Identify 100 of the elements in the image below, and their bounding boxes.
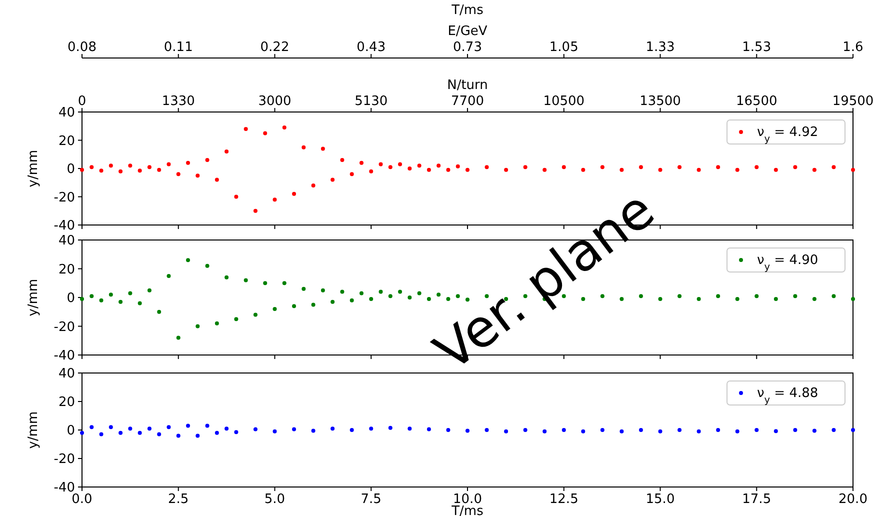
category-label: 0.22 bbox=[260, 40, 290, 55]
point bbox=[754, 428, 759, 432]
text: T/ms bbox=[450, 3, 484, 18]
point bbox=[138, 430, 142, 435]
x-tick-label: 15.0 bbox=[646, 492, 675, 507]
point bbox=[330, 426, 335, 431]
point bbox=[118, 430, 123, 435]
category-label: 0.73 bbox=[453, 40, 482, 55]
y-tick-label: 40 bbox=[58, 106, 75, 121]
point bbox=[196, 434, 200, 438]
x-tick-label: 5.0 bbox=[264, 492, 286, 507]
y-tick-label: 20 bbox=[58, 395, 75, 410]
point bbox=[186, 424, 190, 428]
category-label: 16500 bbox=[736, 94, 778, 109]
point bbox=[562, 428, 566, 432]
point bbox=[696, 429, 701, 434]
y-tick-label: -20 bbox=[54, 452, 75, 468]
point bbox=[176, 434, 180, 438]
point bbox=[272, 429, 277, 434]
x-tick-label: 17.5 bbox=[742, 492, 772, 507]
x-tick-label: 12.5 bbox=[549, 492, 578, 507]
category-label: 7700 bbox=[450, 94, 484, 109]
category-label: 5130 bbox=[354, 94, 388, 109]
point bbox=[678, 428, 682, 432]
x-tick-label: 20.0 bbox=[838, 492, 868, 507]
category-label: 0.11 bbox=[164, 40, 193, 55]
y-tick-label: 0 bbox=[66, 291, 75, 306]
point bbox=[205, 424, 210, 428]
y-tick-label: 40 bbox=[58, 234, 75, 249]
category-label: 0.43 bbox=[356, 40, 386, 55]
point bbox=[147, 426, 152, 431]
y-tick-label: -20 bbox=[54, 190, 75, 206]
text: N/turn bbox=[447, 78, 488, 93]
point bbox=[90, 425, 94, 430]
point bbox=[408, 426, 412, 431]
category-label: 1.33 bbox=[646, 40, 675, 55]
legend-label: ν$_{y}$ = 4.90 bbox=[757, 253, 818, 272]
point bbox=[108, 425, 113, 430]
y-tick-label: 20 bbox=[58, 134, 75, 149]
y-tick-label: 20 bbox=[58, 262, 75, 278]
point bbox=[234, 430, 238, 434]
point bbox=[620, 429, 624, 434]
point bbox=[658, 429, 662, 434]
x-tick-label: 0.0 bbox=[72, 492, 92, 507]
y-tick-label: -40 bbox=[54, 348, 75, 364]
point bbox=[504, 429, 508, 434]
point bbox=[311, 428, 316, 433]
point bbox=[812, 428, 816, 433]
category-label: 1.6 bbox=[842, 40, 864, 55]
legend-label: ν$_{y}$ = 4.92 bbox=[757, 125, 818, 144]
point bbox=[80, 430, 84, 435]
point bbox=[388, 426, 392, 430]
y-tick-label: -20 bbox=[54, 320, 75, 335]
category-label: 1330 bbox=[162, 94, 195, 109]
point bbox=[735, 429, 740, 434]
point bbox=[716, 428, 720, 432]
text: E/GeV bbox=[448, 24, 488, 39]
y-tick-label: -40 bbox=[54, 218, 75, 234]
x-tick-label: 2.5 bbox=[168, 492, 189, 507]
y-axis-title: y/mm bbox=[26, 150, 41, 188]
x-tick-label: 7.5 bbox=[360, 492, 382, 507]
point bbox=[466, 428, 470, 433]
point bbox=[166, 425, 171, 430]
category-label: 1.53 bbox=[742, 40, 772, 55]
point bbox=[253, 427, 258, 432]
point bbox=[128, 426, 132, 431]
point bbox=[157, 432, 162, 436]
category-label: 19500 bbox=[832, 94, 874, 109]
y-tick-label: 0 bbox=[66, 424, 75, 439]
category-label: 3000 bbox=[258, 94, 292, 109]
x-tick-label: 10.0 bbox=[453, 492, 482, 507]
point bbox=[600, 428, 604, 432]
category-label: 1.05 bbox=[549, 40, 578, 55]
point bbox=[99, 432, 104, 436]
point bbox=[224, 426, 229, 431]
point bbox=[484, 428, 489, 432]
point bbox=[426, 427, 431, 432]
y-axis-title: y/mm bbox=[26, 278, 41, 316]
point bbox=[523, 428, 528, 432]
category-label: 10500 bbox=[543, 94, 585, 109]
x-axis-title: T/ms bbox=[450, 504, 484, 516]
y-tick-label: 40 bbox=[58, 366, 75, 382]
point bbox=[832, 428, 836, 432]
category-label: 0.08 bbox=[68, 40, 96, 55]
point bbox=[851, 428, 855, 432]
point bbox=[638, 428, 643, 432]
point bbox=[214, 430, 219, 435]
y-axis-title: y/mm bbox=[26, 411, 41, 449]
legend-label: ν$_{y}$ = 4.88 bbox=[757, 386, 818, 406]
point bbox=[542, 429, 547, 434]
point bbox=[774, 429, 778, 434]
y-tick-label: 0 bbox=[66, 162, 75, 178]
point bbox=[793, 428, 798, 432]
point bbox=[581, 429, 586, 434]
category-label: 0 bbox=[78, 94, 86, 109]
point bbox=[369, 426, 374, 431]
point bbox=[446, 428, 450, 432]
point bbox=[292, 427, 296, 432]
point bbox=[350, 428, 354, 432]
category-label: 13500 bbox=[640, 94, 681, 109]
